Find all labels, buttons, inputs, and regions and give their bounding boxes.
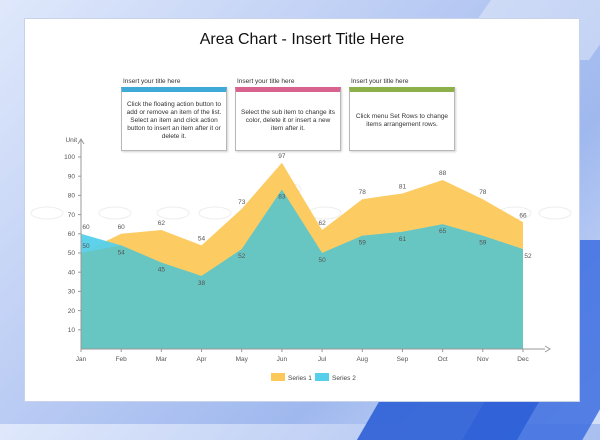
series-1-data-label: 73 xyxy=(238,199,246,206)
info-card[interactable]: Insert your title here Select the sub it… xyxy=(235,76,341,151)
card-text: Click menu Set Rows to change items arra… xyxy=(355,113,449,128)
series-2-data-label: 59 xyxy=(359,240,367,247)
x-tick-label: Jan xyxy=(76,356,87,363)
series-2-data-label: 45 xyxy=(158,267,166,274)
series-2-data-label: 38 xyxy=(198,280,206,287)
card-header: Insert your title here xyxy=(237,78,295,85)
series-2-data-label: 83 xyxy=(278,194,286,201)
series-2-data-label: 61 xyxy=(399,236,407,243)
series-1-data-label: 97 xyxy=(278,153,286,160)
x-tick-label: Feb xyxy=(116,356,128,363)
decor-ellipse xyxy=(30,206,64,220)
overlap-area xyxy=(81,189,523,349)
y-tick-label: 30 xyxy=(68,289,76,296)
series-1-data-label: 78 xyxy=(359,189,367,196)
series-2-data-label: 50 xyxy=(318,257,326,264)
x-tick-label: Nov xyxy=(477,356,489,363)
decor-ellipse xyxy=(198,206,232,220)
card-text: Select the sub item to change its color,… xyxy=(241,109,335,132)
decor-ellipse xyxy=(156,206,190,220)
series-1-data-label: 88 xyxy=(439,170,447,177)
y-tick-label: 50 xyxy=(68,250,76,257)
y-tick-label: 40 xyxy=(68,269,76,276)
decor-ellipse xyxy=(538,206,572,220)
legend-label-series-1: Series 1 xyxy=(288,375,312,382)
legend-swatch-series-2 xyxy=(315,373,329,381)
y-tick-label: 90 xyxy=(68,173,76,180)
series-2-data-label: 54 xyxy=(118,249,126,256)
decor-ellipse xyxy=(98,206,132,220)
series-1-data-label: 66 xyxy=(519,212,527,219)
series-2-data-label: 52 xyxy=(238,253,246,260)
x-tick-label: Jul xyxy=(318,356,327,363)
y-tick-label: 10 xyxy=(68,327,76,334)
card-body: Click menu Set Rows to change items arra… xyxy=(349,87,455,151)
card-text: Click the floating action button to add … xyxy=(126,101,222,140)
chart-title: Area Chart - Insert Title Here xyxy=(199,31,405,48)
series-1-data-label: 54 xyxy=(198,235,206,242)
series-2-data-label: 65 xyxy=(439,228,447,235)
card-body: Select the sub item to change its color,… xyxy=(235,87,341,151)
legend-swatch-series-1 xyxy=(271,373,285,381)
series-1-data-label: 78 xyxy=(479,189,487,196)
series-2-data-label: 52 xyxy=(524,253,532,260)
info-card[interactable]: Insert your title here Click menu Set Ro… xyxy=(349,76,455,151)
series-2-data-label: 59 xyxy=(479,240,487,247)
series-2-data-label: 60 xyxy=(82,224,90,231)
series-1-data-label: 60 xyxy=(118,224,126,231)
series-1-data-label: 50 xyxy=(82,243,90,250)
legend-label-series-2: Series 2 xyxy=(332,375,356,382)
series-1-data-label: 81 xyxy=(399,183,407,190)
card-body: Click the floating action button to add … xyxy=(121,87,227,151)
x-tick-label: Sep xyxy=(397,356,409,363)
y-axis-label: Unit xyxy=(65,137,77,144)
info-card[interactable]: Insert your title here Click the floatin… xyxy=(121,76,227,151)
x-axis-arrow xyxy=(544,345,551,353)
x-tick-label: Jun xyxy=(277,356,288,363)
x-tick-label: Mar xyxy=(156,356,168,363)
y-tick-label: 60 xyxy=(68,231,76,238)
area-chart: Unit 10 20 30 40 50 60 70 80 90 100 Jan Feb Mar Apr May… xyxy=(30,137,572,382)
x-tick-label: Apr xyxy=(196,356,207,363)
y-tick-label: 100 xyxy=(64,154,75,161)
x-tick-label: Aug xyxy=(356,356,368,363)
series-1-data-label: 62 xyxy=(158,220,166,227)
chart-canvas: Area Chart - Insert Title Here Insert yo… xyxy=(24,18,580,402)
x-tick-label: Oct xyxy=(438,356,448,363)
series-1-data-label: 62 xyxy=(318,220,326,227)
card-header: Insert your title here xyxy=(351,78,409,85)
y-tick-label: 70 xyxy=(68,212,76,219)
y-tick-label: 20 xyxy=(68,308,76,315)
y-axis-arrow xyxy=(77,138,85,145)
y-tick-label: 80 xyxy=(68,193,76,200)
card-header: Insert your title here xyxy=(123,78,181,85)
x-tick-label: May xyxy=(236,356,249,363)
x-tick-label: Dec xyxy=(517,356,529,363)
